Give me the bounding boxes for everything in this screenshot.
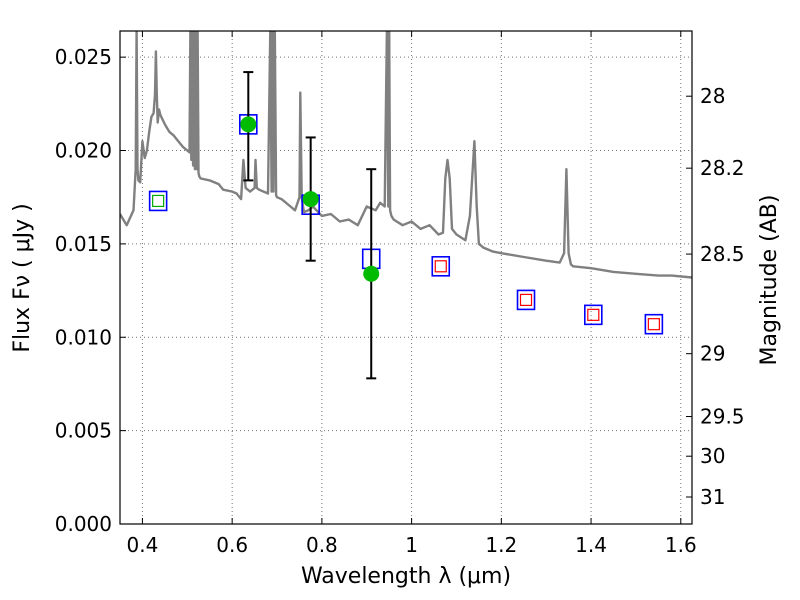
- x-tick-label: 0.8: [306, 533, 338, 557]
- y-tick-label: 0.025: [55, 45, 112, 69]
- x-tick-label: 0.4: [127, 533, 159, 557]
- model-band-square: [644, 313, 664, 335]
- plot-frame: [119, 30, 693, 525]
- model-band-square: [431, 255, 451, 277]
- observed-flux-point: [240, 116, 257, 133]
- right-axis-label: Magnitude (AB): [757, 195, 782, 366]
- plot-area: [120, 31, 692, 524]
- y-tick-label: 0.020: [55, 139, 112, 163]
- y-tick-label: 0.005: [55, 419, 112, 443]
- inner-square-marker: [587, 308, 600, 321]
- data-layer: [120, 31, 692, 279]
- model-band-square: [516, 289, 536, 311]
- y-axis-label: Flux Fν ( μJy ): [10, 203, 35, 352]
- model-band-square: [148, 190, 168, 212]
- x-tick-label: 1.2: [485, 533, 517, 557]
- inner-square-marker: [434, 260, 447, 273]
- right-tick-label: 29: [700, 342, 725, 366]
- ticks: 0.4 0.6 0.8 1 1.2 1.4 1.6 0.000 0.005 0.010 0.015 0…: [55, 31, 745, 557]
- right-tick-label: 29.5: [700, 405, 745, 429]
- right-tick-label: 28.5: [700, 242, 745, 266]
- observed-flux-point: [302, 191, 319, 208]
- model-spectrum-line: [120, 31, 692, 279]
- x-tick-label: 0.6: [216, 533, 248, 557]
- x-tick-label: 1.4: [575, 533, 607, 557]
- y-tick-label: 0.000: [55, 512, 112, 536]
- observed-flux-point: [363, 265, 380, 282]
- right-tick-label: 28.2: [700, 156, 745, 180]
- inner-square-marker: [152, 194, 165, 208]
- x-axis-label: Wavelength λ (μm): [301, 564, 511, 589]
- inner-square-marker: [647, 318, 660, 331]
- y-tick-label: 0.015: [55, 232, 112, 256]
- y-tick-label: 0.010: [55, 325, 112, 349]
- inner-square-marker: [519, 293, 533, 307]
- right-tick-label: 30: [700, 444, 725, 468]
- right-tick-label: 28: [700, 84, 725, 108]
- model-band-square: [584, 304, 603, 326]
- x-tick-label: 1.6: [665, 533, 697, 557]
- marker-layer: [148, 71, 664, 380]
- x-tick-label: 1: [405, 533, 418, 557]
- right-tick-label: 31: [700, 485, 725, 509]
